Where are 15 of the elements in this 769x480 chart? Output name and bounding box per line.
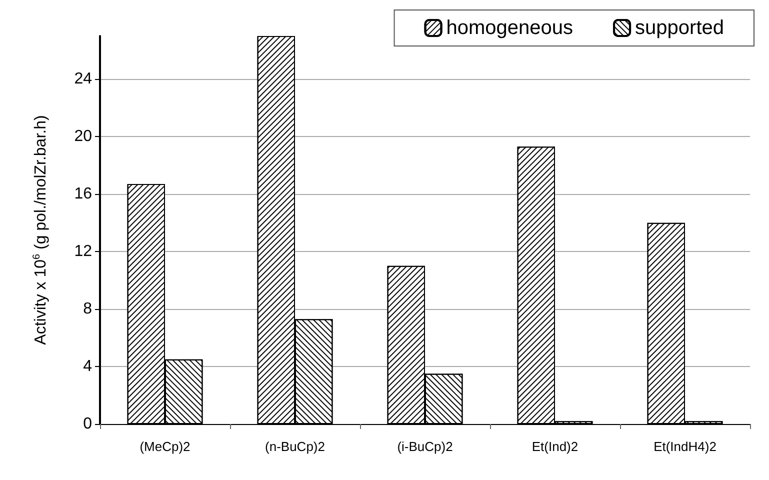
y-tick-label: 16 xyxy=(74,186,92,203)
x-tick-label: (i-BuCp)2 xyxy=(397,439,453,454)
x-tick-label: Et(Ind)2 xyxy=(532,439,578,454)
y-axis-title: Activity x 106 (g pol./molZr.bar.h) xyxy=(32,115,50,345)
y-tick-label: 12 xyxy=(74,243,92,260)
y-tick-label: 8 xyxy=(83,300,92,318)
y-tick-label: 4 xyxy=(83,358,92,376)
x-tick-label: (MeCp)2 xyxy=(140,439,190,454)
y-tick-label: 0 xyxy=(83,416,92,432)
y-tick-label: 20 xyxy=(74,128,92,146)
y-tick-label: 24 xyxy=(74,70,92,88)
x-tick-label: Et(IndH4)2 xyxy=(654,439,716,454)
x-tick-label: (n-BuCp)2 xyxy=(265,439,325,454)
legend-label: supported xyxy=(635,17,724,39)
legend-label: homogeneous xyxy=(446,17,574,39)
